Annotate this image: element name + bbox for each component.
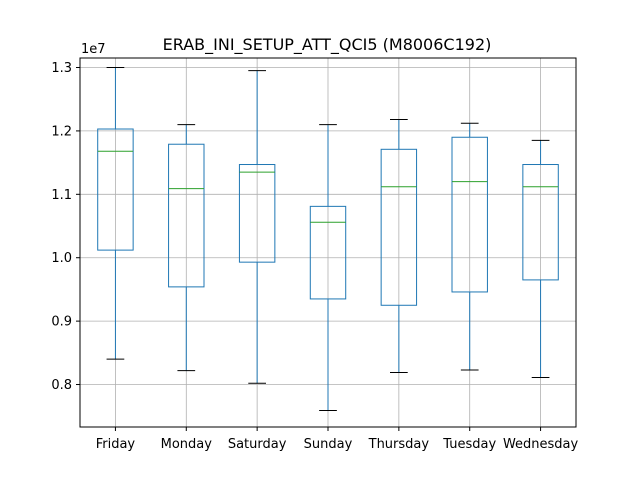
- y-tick-label: 1.1: [51, 188, 72, 203]
- x-tick-label: Thursday: [368, 437, 430, 452]
- box-iqr: [309, 205, 347, 300]
- box-iqr: [380, 148, 418, 306]
- y-tick-label: 1.0: [51, 251, 72, 266]
- y-axis-ticks: 0.8 0.9 1.0 1.1 1.2 1.3: [51, 61, 80, 393]
- y-axis-offset-text: 1e7: [81, 42, 106, 57]
- box-iqr: [522, 164, 559, 281]
- x-tick-label: Saturday: [228, 437, 287, 452]
- box-friday: [97, 67, 134, 360]
- box-iqr: [238, 164, 276, 263]
- y-tick-label: 0.8: [51, 378, 72, 393]
- boxes: [97, 67, 559, 412]
- box-tuesday: [451, 122, 488, 371]
- box-iqr: [97, 128, 134, 251]
- box-monday: [168, 124, 205, 372]
- x-tick-label: Friday: [96, 437, 136, 452]
- y-tick-label: 1.2: [51, 124, 72, 139]
- y-tick-label: 1.3: [51, 61, 72, 76]
- box-iqr: [451, 136, 488, 293]
- x-tick-label: Sunday: [304, 437, 353, 452]
- x-axis-ticks: Friday Monday Saturday Sunday Thursday Tuesda…: [96, 427, 579, 452]
- y-tick-label: 0.9: [51, 315, 72, 330]
- box-iqr: [168, 143, 205, 288]
- x-tick-label: Monday: [161, 437, 213, 452]
- box-thursday: [380, 119, 418, 373]
- box-sunday: [309, 124, 347, 412]
- x-tick-label: Tuesday: [442, 437, 496, 452]
- chart-title: ERAB_INI_SETUP_ATT_QCI5 (M8006C192): [163, 35, 492, 55]
- box-wednesday: [522, 139, 559, 379]
- box-saturday: [238, 70, 276, 384]
- x-tick-label: Wednesday: [503, 437, 579, 452]
